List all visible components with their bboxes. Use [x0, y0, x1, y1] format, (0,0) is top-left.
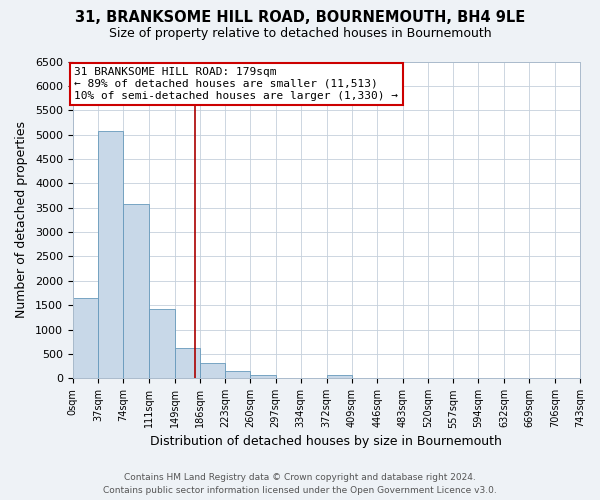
Bar [200, 364, 225, 378]
Bar [327, 376, 352, 378]
Text: Contains HM Land Registry data © Crown copyright and database right 2024.
Contai: Contains HM Land Registry data © Crown c… [103, 474, 497, 495]
Y-axis label: Number of detached properties: Number of detached properties [15, 122, 28, 318]
Text: 31, BRANKSOME HILL ROAD, BOURNEMOUTH, BH4 9LE: 31, BRANKSOME HILL ROAD, BOURNEMOUTH, BH… [75, 10, 525, 25]
Bar [124, 204, 149, 378]
Bar [73, 298, 98, 378]
Bar [175, 348, 200, 378]
Bar [98, 130, 124, 378]
Text: 31 BRANKSOME HILL ROAD: 179sqm
← 89% of detached houses are smaller (11,513)
10%: 31 BRANKSOME HILL ROAD: 179sqm ← 89% of … [74, 68, 398, 100]
Bar [225, 371, 250, 378]
Text: Size of property relative to detached houses in Bournemouth: Size of property relative to detached ho… [109, 28, 491, 40]
Bar [250, 375, 275, 378]
Bar [149, 308, 175, 378]
X-axis label: Distribution of detached houses by size in Bournemouth: Distribution of detached houses by size … [151, 434, 502, 448]
